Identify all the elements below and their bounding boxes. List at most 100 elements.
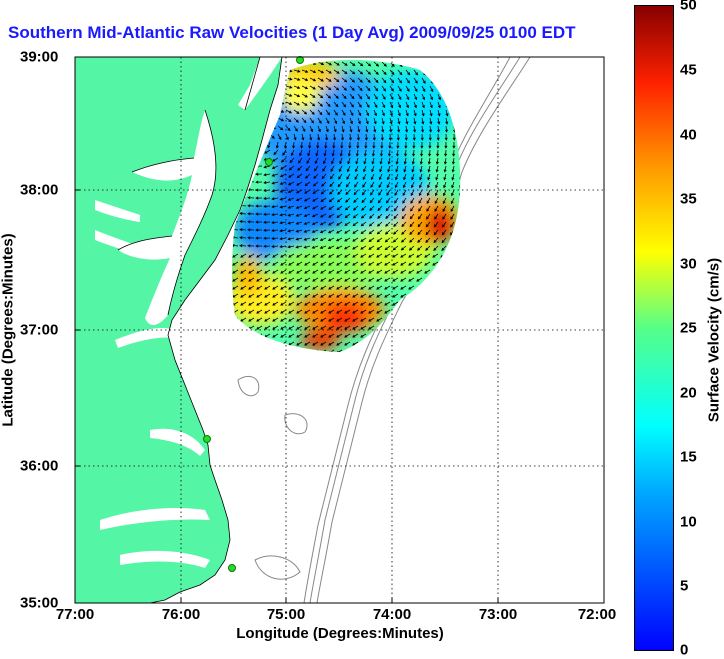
velocity-arrow xyxy=(328,333,335,338)
velocity-arrow xyxy=(279,229,287,233)
velocity-arrow xyxy=(285,85,293,89)
velocity-arrow xyxy=(271,244,279,248)
velocity-arrow xyxy=(408,325,415,330)
velocity-arrow xyxy=(392,341,399,346)
velocity-arrow xyxy=(420,149,424,157)
velocity-arrow xyxy=(333,69,340,74)
velocity-arrow xyxy=(416,293,423,298)
velocity-arrow xyxy=(436,133,440,141)
velocity-arrow xyxy=(440,317,447,322)
velocity-arrow xyxy=(384,229,391,235)
velocity-arrow xyxy=(317,77,324,82)
velocity-arrow xyxy=(357,69,364,75)
velocity-arrow xyxy=(288,349,295,353)
velocity-arrow xyxy=(256,293,263,298)
velocity-arrow xyxy=(400,293,407,298)
velocity-arrow xyxy=(247,220,255,224)
velocity-arrow xyxy=(368,229,375,235)
velocity-arrow xyxy=(296,349,303,353)
velocity-arrow xyxy=(279,181,287,185)
velocity-arrow xyxy=(309,77,317,82)
velocity-arrow xyxy=(315,149,319,157)
velocity-arrow xyxy=(392,293,399,298)
velocity-arrow xyxy=(456,293,461,298)
velocity-arrow xyxy=(248,333,255,338)
velocity-arrow xyxy=(368,253,375,258)
velocity-arrow xyxy=(360,245,367,250)
velocity-arrow xyxy=(328,253,335,258)
velocity-arrow xyxy=(325,101,331,108)
velocity-arrow xyxy=(296,341,303,346)
velocity-arrow xyxy=(453,77,458,85)
velocity-arrow xyxy=(387,165,391,173)
velocity-arrow xyxy=(448,301,455,306)
velocity-arrow xyxy=(369,197,375,204)
velocity-arrow xyxy=(418,205,423,212)
velocity-arrow xyxy=(232,333,239,338)
velocity-arrow xyxy=(380,141,384,149)
velocity-arrow xyxy=(400,277,407,282)
velocity-arrow xyxy=(349,93,355,100)
velocity-arrow xyxy=(329,173,335,180)
velocity-arrow xyxy=(296,181,303,186)
velocity-arrow xyxy=(225,302,230,305)
velocity-arrow xyxy=(336,261,343,266)
isobaths xyxy=(237,57,531,603)
velocity-arrow xyxy=(271,205,279,209)
velocity-arrow xyxy=(428,149,432,157)
velocity-arrow xyxy=(269,117,277,121)
velocity-arrow xyxy=(327,245,335,250)
velocity-arrow xyxy=(416,325,423,330)
colorbar-tick: 5 xyxy=(680,577,689,595)
velocity-arrow xyxy=(362,181,367,188)
velocity-arrow xyxy=(349,85,355,91)
velocity-arrow xyxy=(309,69,317,74)
velocity-arrow xyxy=(272,349,279,353)
velocity-arrow xyxy=(416,333,423,338)
velocity-arrow xyxy=(328,189,335,195)
velocity-arrow xyxy=(437,101,441,109)
velocity-arrow xyxy=(360,333,367,338)
velocity-arrow xyxy=(301,133,305,141)
velocity-arrow xyxy=(304,277,311,282)
velocity-arrow xyxy=(400,317,407,322)
velocity-arrow xyxy=(264,293,271,298)
velocity-arrow xyxy=(320,285,327,290)
velocity-arrow xyxy=(344,269,351,274)
velocity-arrow xyxy=(437,77,442,84)
velocity-arrow xyxy=(339,157,343,165)
velocity-arrow xyxy=(370,173,375,181)
velocity-arrow xyxy=(321,173,327,180)
velocity-arrow xyxy=(365,61,372,67)
velocity-arrow xyxy=(352,205,359,211)
velocity-arrow xyxy=(370,189,375,196)
velocity-arrow xyxy=(344,317,351,322)
velocity-arrow xyxy=(381,77,387,84)
velocity-arrow xyxy=(317,133,321,141)
velocity-arrow xyxy=(448,349,455,353)
velocity-arrow xyxy=(316,141,320,149)
velocity-arrow xyxy=(461,118,463,124)
velocity-arrow xyxy=(225,334,230,337)
axis-ticks xyxy=(74,56,605,604)
velocity-arrow xyxy=(442,197,447,205)
bays xyxy=(95,57,282,568)
velocity-arrow xyxy=(320,213,327,218)
velocity-arrow xyxy=(428,141,432,149)
velocity-arrow xyxy=(435,181,439,189)
velocity-arrow xyxy=(360,221,367,227)
velocity-arrow xyxy=(225,318,230,321)
velocity-arrow xyxy=(392,269,399,274)
velocity-arrow xyxy=(424,309,431,314)
velocity-arrow xyxy=(301,77,309,81)
velocity-arrow xyxy=(413,93,418,101)
velocity-arrow xyxy=(427,165,431,173)
velocity-arrow xyxy=(400,341,407,346)
velocity-arrow xyxy=(295,245,303,249)
velocity-arrow xyxy=(424,301,431,306)
velocity-arrow xyxy=(408,309,415,314)
velocity-arrow xyxy=(303,197,311,202)
velocity-arrow xyxy=(272,301,279,306)
velocity-arrow xyxy=(301,93,308,98)
velocity-arrow xyxy=(392,277,399,282)
